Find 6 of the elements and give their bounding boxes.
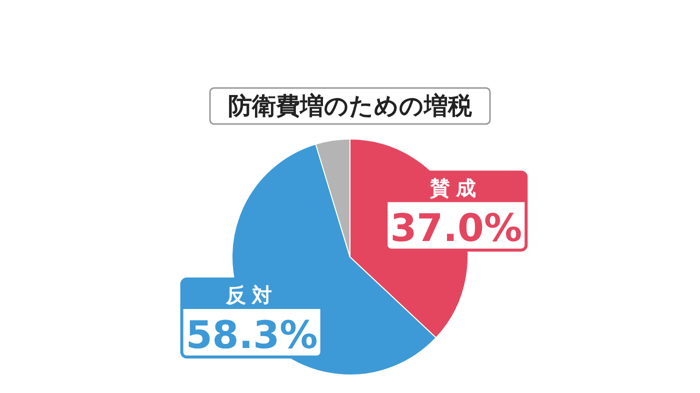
slice-label: 反対 (224, 283, 278, 308)
chart-title: 防衛費増のための増税 (228, 92, 473, 120)
title: 防衛費増のための増税 (209, 87, 491, 125)
data-label: 58.3% (186, 313, 318, 358)
slice-label: 賛成 (429, 176, 482, 200)
data-label: 37.0% (390, 206, 522, 250)
